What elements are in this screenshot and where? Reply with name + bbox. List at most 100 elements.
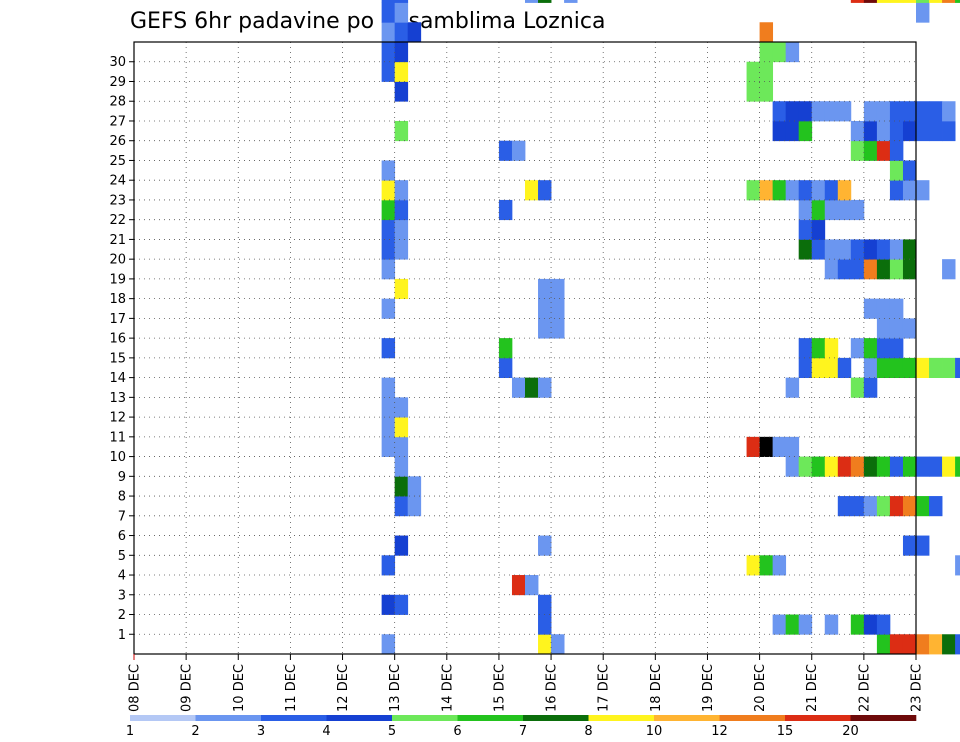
- heatmap-cell: [798, 219, 813, 240]
- y-tick-label: 7: [118, 509, 126, 524]
- heatmap-cell: [798, 456, 813, 477]
- y-tick-label: 5: [118, 549, 126, 564]
- heatmap-cell: [929, 456, 943, 477]
- y-tick-label: 3: [118, 588, 126, 603]
- heatmap-cell: [394, 278, 409, 300]
- heatmap-cell: [394, 81, 409, 102]
- heatmap-cell: [955, 634, 960, 655]
- colorbar-level-label: 20: [842, 724, 859, 739]
- heatmap-cell: [889, 101, 904, 122]
- plot-frame: [133, 41, 917, 655]
- y-tick-label: 23: [109, 193, 126, 208]
- heatmap-cell: [811, 239, 826, 260]
- heatmap-cell: [538, 278, 552, 300]
- heatmap-cell: [824, 338, 839, 359]
- heatmap-cell: [850, 140, 865, 161]
- heatmap-cell: [942, 357, 956, 379]
- colorbar-swatch: [392, 715, 458, 721]
- heatmap-cell: [902, 259, 917, 280]
- heatmap-cell: [916, 456, 930, 477]
- heatmap-cell: [902, 496, 917, 517]
- heatmap-cell: [850, 338, 865, 359]
- heatmap-cell: [772, 614, 787, 635]
- y-tick-label: 25: [109, 154, 126, 169]
- heatmap-cell: [942, 634, 956, 655]
- heatmap-cell: [824, 101, 839, 122]
- heatmap-cell: [902, 634, 917, 655]
- x-tick-label: 19 DEC: [701, 664, 716, 712]
- heatmap-cell: [785, 120, 800, 142]
- heatmap-cell: [811, 357, 826, 379]
- heatmap-cell: [772, 180, 787, 201]
- heatmap-cell: [407, 22, 422, 43]
- heatmap-cell: [538, 298, 552, 319]
- heatmap-cell: [916, 180, 930, 201]
- x-tick-label: 15 DEC: [492, 664, 507, 712]
- colorbar-level-label: 15: [777, 724, 794, 739]
- heatmap-cell: [798, 338, 813, 359]
- y-tick-label: 20: [109, 253, 126, 268]
- heatmap-cell: [785, 101, 800, 122]
- heatmap-cell: [811, 456, 826, 477]
- heatmap-cell: [381, 2, 396, 23]
- x-tick-label: 09 DEC: [180, 664, 195, 712]
- y-tick-label: 9: [118, 470, 126, 485]
- heatmap-cell: [381, 0, 396, 3]
- y-tick-label: 2: [118, 608, 126, 623]
- heatmap-cell: [876, 496, 891, 517]
- heatmap-cell: [538, 0, 552, 3]
- heatmap-cell: [381, 160, 396, 181]
- heatmap-cell: [889, 634, 904, 655]
- heatmap-cell: [525, 575, 539, 596]
- heatmap-cell: [929, 0, 943, 3]
- heatmap-cell: [511, 377, 526, 398]
- heatmap-cell: [850, 239, 865, 260]
- x-tick-label: 11 DEC: [284, 664, 299, 712]
- heatmap-cell: [863, 338, 878, 359]
- heatmap-cell: [863, 614, 878, 635]
- heatmap-cell: [798, 199, 813, 221]
- heatmap-cell: [772, 101, 787, 122]
- heatmap-cell: [863, 357, 878, 379]
- heatmap-cell: [811, 101, 826, 122]
- colorbar-swatch: [457, 715, 524, 721]
- heatmap-cell: [394, 456, 409, 477]
- heatmap-cell: [798, 357, 813, 379]
- colorbar-swatch: [785, 715, 851, 721]
- heatmap-cell: [863, 259, 878, 280]
- heatmap-cell: [824, 357, 839, 379]
- heatmap-cell: [837, 259, 852, 280]
- heatmap-cell: [798, 101, 813, 122]
- heatmap-cell: [746, 555, 760, 576]
- colorbar-swatch: [719, 715, 786, 721]
- heatmap-cell: [538, 535, 552, 556]
- heatmap-cell: [902, 120, 917, 142]
- heatmap-cell: [525, 0, 539, 3]
- heatmap-cell: [902, 0, 917, 3]
- heatmap-cell: [824, 614, 839, 635]
- heatmap-cell: [498, 357, 513, 379]
- heatmap-cell: [785, 456, 800, 477]
- heatmap-cell: [381, 594, 396, 615]
- heatmap-cell: [394, 180, 409, 201]
- grid-lines: [134, 42, 916, 654]
- colorbar-level-label: 5: [388, 724, 396, 739]
- heatmap-cell: [863, 101, 878, 122]
- heatmap-cell: [785, 377, 800, 398]
- heatmap-cell: [916, 496, 930, 517]
- y-axis: 1234567891011121314151617181920212223242…: [109, 55, 134, 643]
- heatmap-cell: [889, 120, 904, 142]
- heatmap-cell: [955, 357, 960, 379]
- heatmap-cell: [824, 239, 839, 260]
- heatmap-cell: [498, 338, 513, 359]
- heatmap-cell: [889, 298, 904, 319]
- heatmap-cell: [394, 397, 409, 418]
- colorbar-level-label: 12: [711, 724, 728, 739]
- heatmap-cell: [381, 338, 396, 359]
- heatmap-cell: [916, 0, 930, 3]
- heatmap-cell: [863, 0, 878, 3]
- x-tick-label: 12 DEC: [336, 664, 351, 712]
- heatmap-cell: [551, 278, 565, 300]
- heatmap-cell: [785, 180, 800, 201]
